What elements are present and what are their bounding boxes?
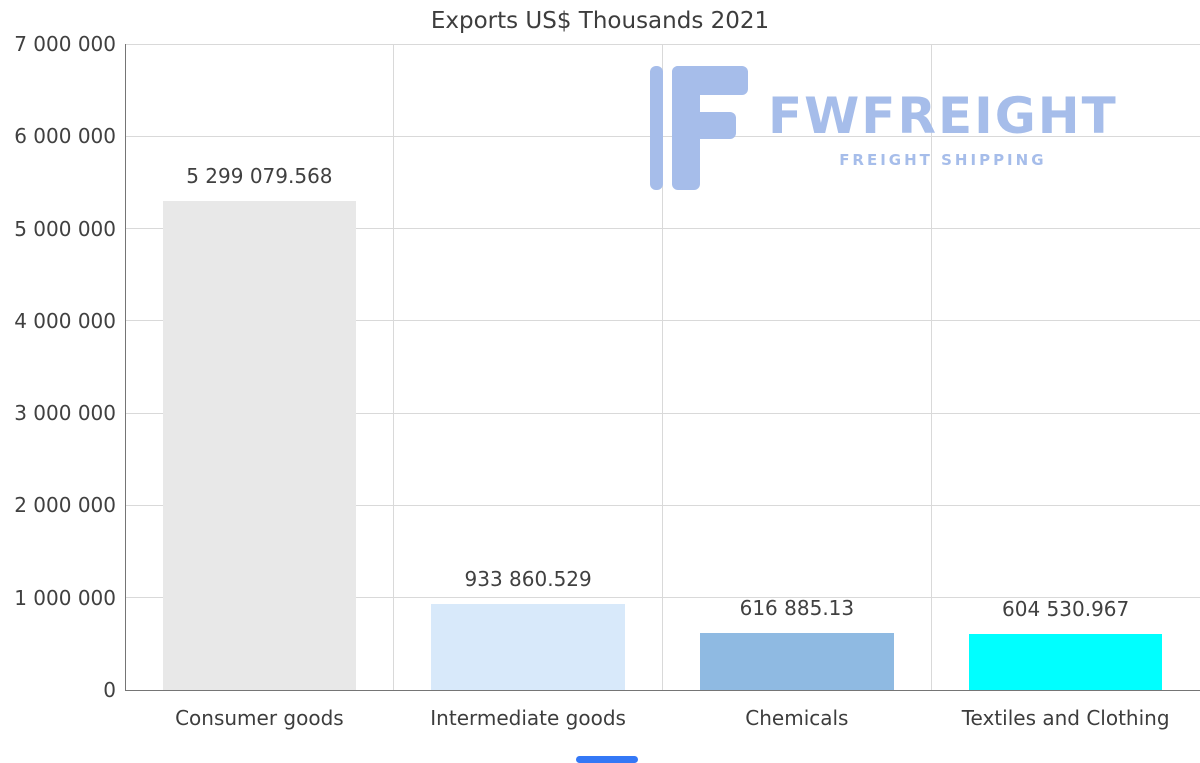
bar-intermediate-goods (431, 603, 625, 690)
category-label-chemicals: Chemicals (745, 706, 849, 730)
watermark-tagline: FREIGHT SHIPPING (839, 150, 1047, 169)
watermark: FWFREIGHT FREIGHT SHIPPING (650, 66, 1118, 190)
y-axis-tick-label: 6 000 000 (14, 124, 116, 149)
value-label-consumer-goods: 5 299 079.568 (186, 163, 333, 188)
y-axis-tick-label: 3 000 000 (14, 401, 116, 426)
bar-consumer-goods (162, 200, 357, 690)
watermark-brand: FWFREIGHT (768, 87, 1118, 145)
value-label-textiles-and-clothing: 604 530.967 (1002, 597, 1130, 622)
bar-textiles-and-clothing (968, 634, 1163, 690)
x-axis-line (125, 690, 1200, 691)
y-axis-tick-label: 1 000 000 (14, 585, 116, 610)
gridline-vertical (662, 44, 663, 690)
value-label-chemicals: 616 885.13 (739, 596, 855, 621)
value-label-intermediate-goods: 933 860.529 (464, 566, 592, 591)
bar-chemicals (700, 633, 894, 690)
y-axis-tick-label: 5 000 000 (14, 216, 116, 241)
category-label-consumer-goods: Consumer goods (175, 706, 344, 730)
gridline-vertical (393, 44, 395, 690)
horizontal-scrollbar-thumb[interactable] (576, 756, 638, 763)
category-label-textiles-and-clothing: Textiles and Clothing (961, 706, 1170, 730)
gridline-vertical (930, 44, 932, 690)
y-axis-tick-label: 4 000 000 (14, 308, 116, 333)
fwfreight-logo-icon (650, 66, 748, 190)
chart-title: Exports US$ Thousands 2021 (430, 8, 770, 34)
y-axis-tick-label: 0 (103, 678, 116, 702)
y-axis-tick-label: 2 000 000 (14, 493, 116, 518)
y-axis-tick-label: 7 000 000 (14, 32, 116, 56)
watermark-text-block: FWFREIGHT FREIGHT SHIPPING (768, 66, 1118, 169)
y-axis-line (125, 44, 126, 690)
category-label-intermediate-goods: Intermediate goods (430, 706, 626, 730)
